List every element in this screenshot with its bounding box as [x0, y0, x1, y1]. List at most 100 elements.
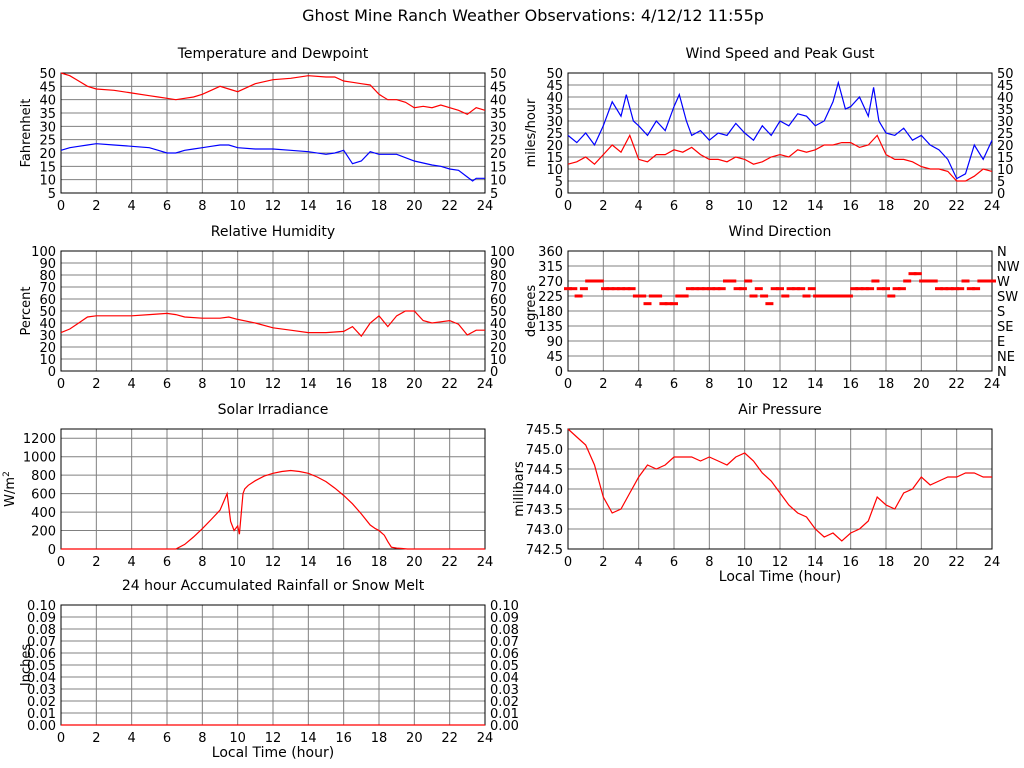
data-point: [622, 287, 631, 291]
y-tick-label: 10: [546, 163, 563, 178]
x-tick-label: 14: [807, 555, 824, 570]
x-tick-label: 12: [772, 377, 789, 392]
y-tick-label: 180: [538, 305, 563, 320]
right-y-tick-label: 40: [490, 94, 507, 109]
y-tick-label: 90: [39, 257, 56, 272]
data-point: [754, 287, 763, 291]
y-axis-label: Fahrenheit: [19, 99, 34, 168]
y-tick-label: 45: [546, 79, 563, 94]
x-tick-label: 4: [128, 731, 136, 746]
right-y-tick-label: 15: [490, 160, 507, 175]
x-tick-label: 0: [564, 555, 572, 570]
data-point: [685, 287, 694, 291]
data-point: [691, 287, 700, 291]
data-point: [717, 287, 726, 291]
x-tick-label: 16: [335, 555, 352, 570]
x-tick-label: 18: [878, 377, 895, 392]
y-tick-label: 10: [39, 353, 56, 368]
right-y-tick-label: NW: [997, 260, 1020, 275]
y-tick-label: 0.04: [27, 671, 56, 686]
right-y-tick-label: 0: [490, 365, 498, 380]
right-y-tick-label: 0.06: [490, 647, 519, 662]
data-point: [802, 294, 811, 298]
y-tick-label: 45: [39, 80, 56, 95]
chart-title: Relative Humidity: [211, 224, 335, 240]
y-tick-label: 0.08: [27, 623, 56, 638]
y-tick-label: 0.02: [27, 695, 56, 710]
data-point: [675, 294, 684, 298]
y-tick-label: 200: [31, 525, 56, 540]
data-point: [648, 294, 657, 298]
x-tick-label: 6: [163, 377, 171, 392]
y-tick-label: 0.06: [27, 647, 56, 662]
data-point: [733, 287, 742, 291]
y-tick-label: 10: [39, 174, 56, 189]
chart-title: Solar Irradiance: [218, 402, 329, 418]
data-point: [659, 302, 668, 306]
right-y-tick-label: 30: [490, 329, 507, 344]
right-y-tick-label: 20: [997, 139, 1014, 154]
y-tick-label: 20: [39, 147, 56, 162]
data-point: [632, 294, 641, 298]
x-tick-label: 20: [406, 555, 423, 570]
y-tick-label: 745.5: [526, 423, 563, 438]
y-axis-label: Inches: [19, 644, 34, 686]
y-axis-label: miles/hour: [524, 98, 539, 167]
y-tick-label: 270: [538, 275, 563, 290]
data-point: [855, 287, 864, 291]
x-tick-label: 14: [300, 731, 317, 746]
x-tick-label: 6: [163, 555, 171, 570]
data-point: [950, 287, 959, 291]
y-tick-label: 800: [31, 469, 56, 484]
x-tick-label: 12: [265, 731, 282, 746]
x-tick-label: 18: [371, 377, 388, 392]
x-tick-label: 6: [670, 199, 678, 214]
data-point: [786, 287, 795, 291]
data-point: [776, 287, 784, 291]
x-tick-label: 2: [599, 199, 607, 214]
x-tick-label: 22: [948, 555, 965, 570]
page-title: Ghost Mine Ranch Weather Observations: 4…: [302, 6, 764, 25]
data-point: [850, 287, 859, 291]
series-line-1: [61, 469, 485, 550]
right-y-tick-label: 0: [997, 187, 1005, 202]
data-point: [897, 287, 906, 291]
chart-title: 24 hour Accumulated Rainfall or Snow Mel…: [122, 578, 425, 594]
series-line-1: [60, 310, 485, 338]
y-tick-label: 5: [48, 187, 56, 202]
data-point: [574, 294, 583, 298]
x-axis-label: Local Time (hour): [212, 745, 334, 761]
data-point: [680, 294, 689, 298]
data-point: [935, 287, 943, 291]
x-axis-label: Local Time (hour): [719, 569, 841, 585]
right-y-tick-label: 60: [490, 293, 507, 308]
x-tick-label: 20: [406, 731, 423, 746]
right-y-tick-label: 0.01: [490, 707, 519, 722]
x-tick-label: 6: [670, 377, 678, 392]
data-point: [945, 287, 954, 291]
right-y-tick-label: 15: [997, 151, 1014, 166]
x-tick-label: 22: [441, 731, 458, 746]
data-point: [919, 279, 928, 283]
x-tick-label: 2: [92, 731, 100, 746]
data-point: [913, 272, 922, 276]
x-tick-label: 0: [57, 731, 65, 746]
data-point: [765, 302, 774, 306]
x-tick-label: 10: [736, 555, 753, 570]
y-tick-label: 744.0: [526, 483, 563, 498]
x-tick-label: 8: [198, 731, 206, 746]
data-point: [670, 302, 678, 306]
data-point: [617, 287, 625, 291]
x-tick-label: 2: [92, 555, 100, 570]
y-tick-label: 70: [39, 281, 56, 296]
x-tick-label: 12: [265, 199, 282, 214]
data-point: [807, 287, 816, 291]
x-tick-label: 18: [878, 199, 895, 214]
data-point: [595, 279, 604, 283]
x-tick-label: 0: [564, 199, 572, 214]
data-point: [818, 294, 827, 298]
x-tick-label: 10: [229, 199, 246, 214]
